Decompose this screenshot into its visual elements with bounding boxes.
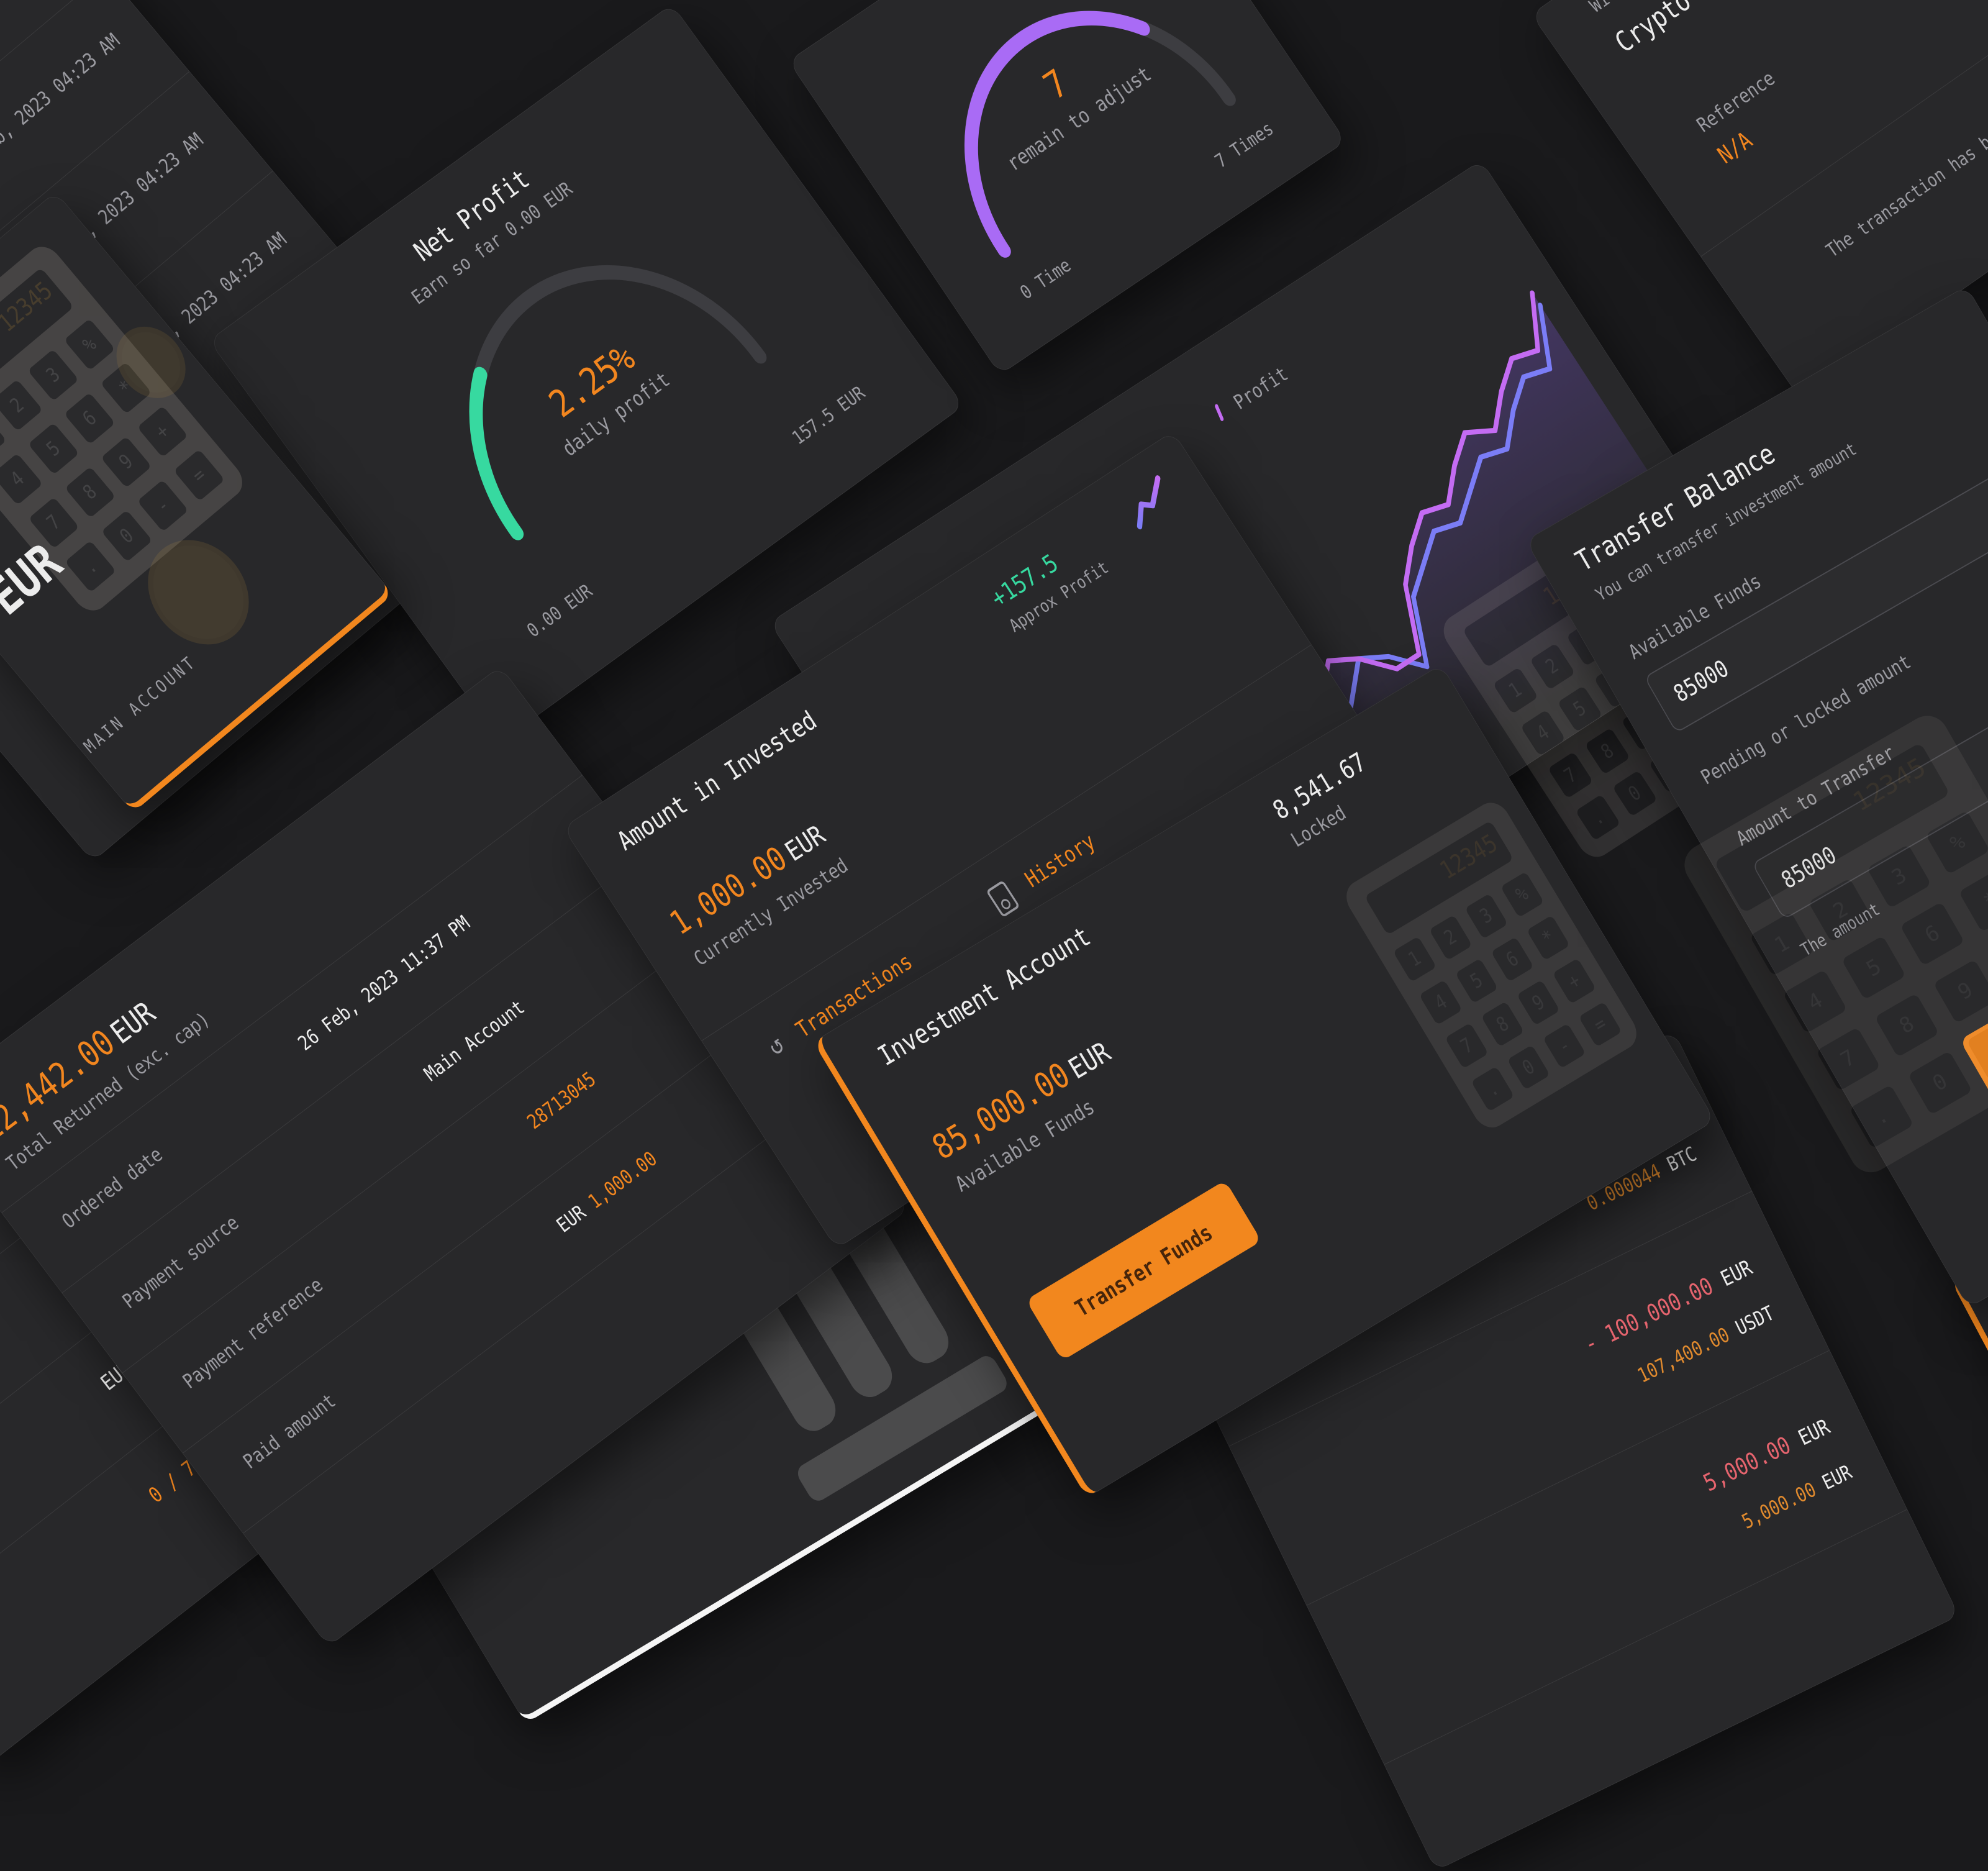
timestamp-row: 15 Feb, 2023 04:23 AM bbox=[0, 0, 41, 81]
row-divider bbox=[122, 935, 704, 1373]
adjust-gauge-card: 7 remain to adjust 0 Time 7 Times bbox=[788, 0, 1346, 375]
adjust-gauge bbox=[964, 11, 1236, 258]
reference-label: Reference bbox=[1692, 66, 1780, 137]
gauge-min-label: 0.00 EUR bbox=[522, 580, 597, 642]
timestamp-row: 15 Feb, 2023 04:23 AM bbox=[0, 29, 125, 181]
net-profit-gauge bbox=[469, 265, 767, 540]
card-divider bbox=[1700, 0, 1988, 257]
transfer-button[interactable]: Transfer bbox=[1959, 938, 1988, 1101]
transactions-icon: ↺ bbox=[762, 1029, 790, 1062]
coin-icon bbox=[127, 519, 270, 665]
net-profit-card: Net Profit Earn so far 0.00 EUR 2.25% da… bbox=[209, 4, 964, 743]
gauge-max-label: 157.5 EUR bbox=[787, 381, 869, 449]
gauge-max-label: 7 Times bbox=[1210, 117, 1278, 173]
currency-heading: EUR bbox=[0, 532, 73, 627]
row-divider bbox=[1306, 1350, 1830, 1606]
legend-tick-profit bbox=[1214, 403, 1225, 422]
reference-value: N/A bbox=[1713, 127, 1758, 170]
account-caption: MAIN ACCOUNT bbox=[80, 651, 201, 758]
transaction-note: The transaction has been bbox=[1822, 114, 1988, 262]
card-title: Crypto Wallet bbox=[1609, 0, 1777, 60]
row-divider bbox=[1384, 1509, 1907, 1765]
gauge-min-label: 0 Time bbox=[1015, 253, 1075, 304]
transfer-funds-button[interactable]: Transfer Funds bbox=[1025, 1180, 1262, 1361]
mini-chart-icon bbox=[1137, 475, 1161, 530]
amount-helper-text: The amount bbox=[1797, 899, 1884, 961]
amount-invested-card: Amount in Invested +157.5 Approx Profit … bbox=[563, 430, 1447, 1249]
history-icon bbox=[986, 880, 1020, 918]
